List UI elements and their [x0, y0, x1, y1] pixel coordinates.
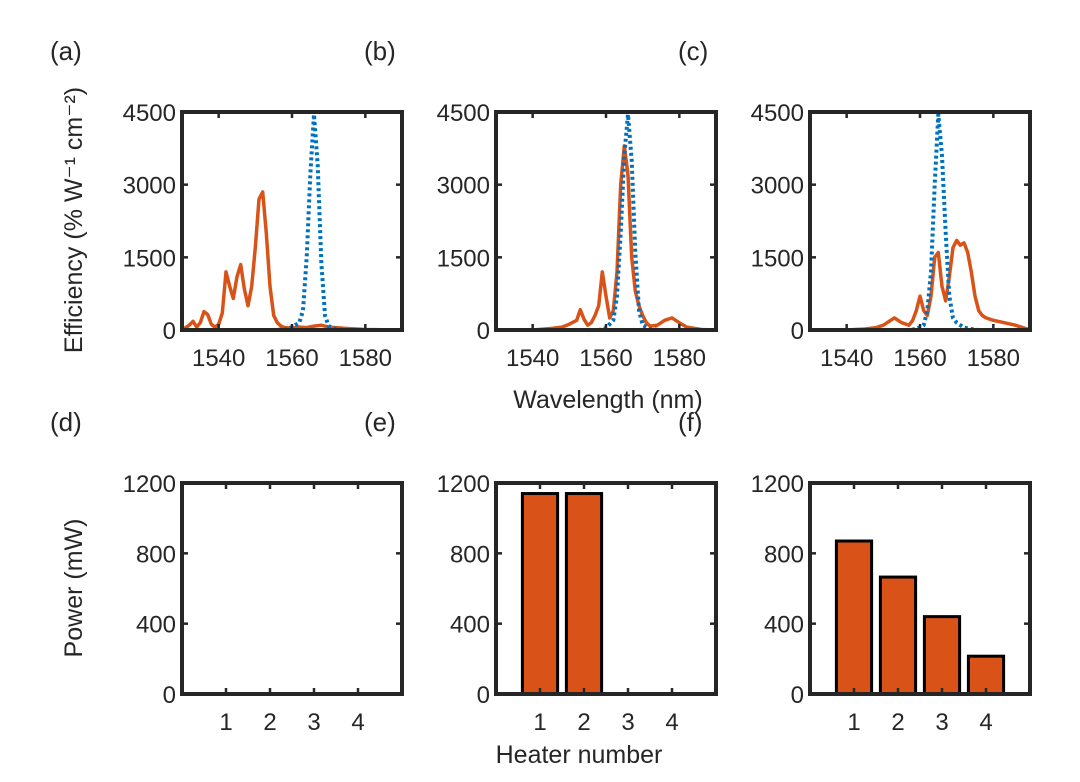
y-tick-label: 1500	[123, 245, 176, 272]
y-tick-label: 3000	[437, 173, 490, 200]
y-tick-label: 800	[764, 541, 804, 568]
panel-label: (e)	[364, 407, 396, 437]
panel-c: (c) 1540 1560 1580 0 1500 3000 4500	[678, 36, 1032, 372]
y-tick-label: 0	[791, 318, 804, 345]
y-tick-label: 4500	[437, 100, 490, 127]
x-tick-label: 3	[307, 709, 320, 736]
panel-label: (d)	[50, 407, 82, 437]
x-tick-label: 1540	[192, 345, 245, 372]
y-tick-label: 0	[477, 318, 490, 345]
y-tick-label: 0	[791, 682, 804, 709]
x-tick-label: 1	[847, 709, 860, 736]
x-tick-label: 2	[577, 709, 590, 736]
y-tick-label: 1200	[751, 471, 804, 498]
x-tick-label: 1	[533, 709, 546, 736]
x-tick-label: 3	[935, 709, 948, 736]
x-tick-label: 1540	[506, 345, 559, 372]
top-x-axis-label: Wavelength (nm)	[513, 386, 702, 414]
y-tick-label: 400	[136, 612, 176, 639]
y-tick-label: 0	[163, 318, 176, 345]
y-tick-label: 1500	[751, 245, 804, 272]
axes-frame	[494, 481, 718, 696]
y-tick-label: 1200	[123, 471, 176, 498]
y-tick-label: 3000	[123, 173, 176, 200]
y-tick-label: 400	[450, 612, 490, 639]
x-tick-label: 1580	[967, 345, 1020, 372]
y-tick-label: 4500	[751, 100, 804, 127]
x-tick-label: 4	[979, 709, 992, 736]
series-dotted-line	[810, 112, 1030, 330]
bar-heater-2	[878, 575, 918, 696]
panel-label: (f)	[678, 407, 703, 437]
x-tick-label: 1	[219, 709, 232, 736]
series-solid-line	[496, 144, 716, 330]
y-tick-label: 0	[163, 682, 176, 709]
panel-f: (f) 1 2 3 4 0 400 800 1200	[678, 407, 1032, 736]
y-tick-label: 0	[477, 682, 490, 709]
bar-heater-1	[520, 492, 560, 696]
top-y-axis-label: Efficiency (% W⁻¹ cm⁻²)	[60, 87, 88, 353]
y-tick-label: 4500	[123, 100, 176, 127]
panel-b: (b) 1540 1560 1580 0 1500 3000 4500	[364, 36, 718, 372]
bottom-x-axis-label: Heater number	[496, 741, 663, 769]
panel-label: (c)	[678, 36, 708, 66]
panel-label: (a)	[50, 36, 82, 66]
axes-frame	[180, 110, 404, 332]
panel-e: (e) 1 2 3 4 0 400 800 1200	[364, 407, 718, 736]
x-tick-label: 2	[263, 709, 276, 736]
x-tick-label: 1560	[579, 345, 632, 372]
y-tick-label: 400	[764, 612, 804, 639]
x-tick-label: 1580	[339, 345, 392, 372]
bar-heater-2	[564, 492, 604, 696]
y-tick-label: 1200	[437, 471, 490, 498]
panel-label: (b)	[364, 36, 396, 66]
x-tick-label: 2	[891, 709, 904, 736]
x-tick-label: 1560	[893, 345, 946, 372]
y-tick-label: 3000	[751, 173, 804, 200]
axes-frame	[180, 481, 404, 696]
series-solid-line	[182, 190, 402, 330]
bottom-y-axis-label: Power (mW)	[60, 519, 88, 658]
x-tick-label: 1540	[820, 345, 873, 372]
y-tick-label: 1500	[437, 245, 490, 272]
x-tick-label: 4	[351, 709, 364, 736]
y-tick-label: 800	[450, 541, 490, 568]
x-tick-label: 4	[665, 709, 678, 736]
x-tick-label: 1580	[653, 345, 706, 372]
axes-frame	[808, 110, 1032, 332]
x-tick-label: 1560	[265, 345, 318, 372]
panel-a: (a) 1540 1560 1580 0 1500 3000 4500	[50, 36, 404, 372]
y-tick-label: 800	[136, 541, 176, 568]
axes-frame	[808, 481, 1032, 696]
bar-heater-1	[834, 539, 874, 696]
x-tick-label: 3	[621, 709, 634, 736]
axes-frame	[494, 110, 718, 332]
series-dotted-line	[182, 112, 402, 330]
series-solid-line	[810, 238, 1030, 330]
bar-heater-3	[922, 615, 962, 696]
panel-d: (d) 1 2 3 4 0 400 800 1200	[50, 407, 404, 736]
